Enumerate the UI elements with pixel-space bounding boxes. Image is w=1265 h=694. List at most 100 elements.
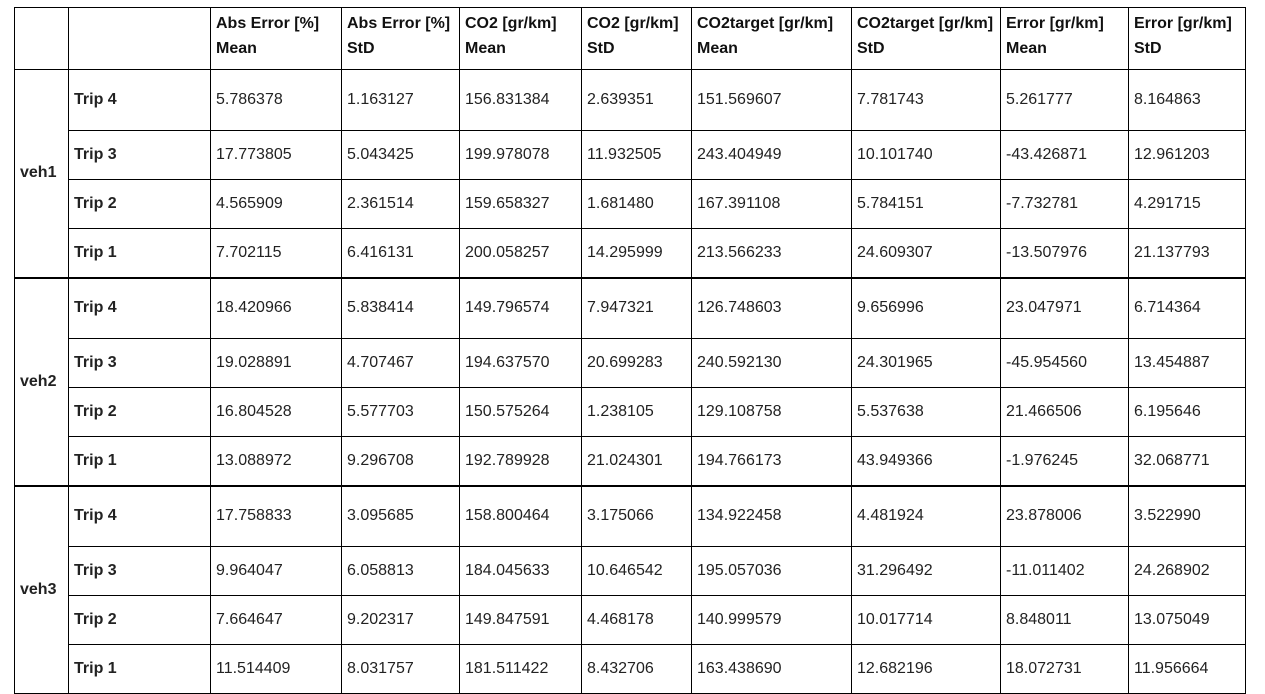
table-cell: 12.682196	[851, 644, 1001, 694]
table-cell: 243.404949	[691, 130, 852, 180]
vehicle-label: veh1	[14, 69, 69, 278]
table-cell: 12.961203	[1128, 130, 1246, 180]
trip-label: Trip 4	[68, 69, 211, 131]
table-cell: 21.024301	[581, 436, 692, 486]
table-cell: 181.511422	[459, 644, 582, 694]
table-row: Trip 2 4.565909 2.361514 159.658327 1.681480…	[15, 179, 1246, 229]
table-cell: 158.800464	[459, 484, 582, 547]
trip-label: Trip 4	[68, 484, 211, 547]
trip-label: Trip 4	[68, 276, 211, 339]
table-cell: 21.466506	[1000, 387, 1129, 437]
table-cell: 23.047971	[1000, 276, 1129, 339]
table-cell: 5.537638	[851, 387, 1001, 437]
table-cell: 9.202317	[341, 595, 460, 645]
table-cell: 8.848011	[1000, 595, 1129, 645]
trip-label: Trip 3	[68, 130, 211, 180]
table-cell: 149.847591	[459, 595, 582, 645]
header-abs-error-mean: Abs Error [%] Mean	[210, 7, 342, 70]
header-abs-error-std: Abs Error [%] StD	[341, 7, 460, 70]
header-co2target-mean: CO2target [gr/km] Mean	[691, 7, 852, 70]
table-cell: 16.804528	[210, 387, 342, 437]
table-cell: 163.438690	[691, 644, 852, 694]
table-cell: 18.072731	[1000, 644, 1129, 694]
table-cell: 18.420966	[210, 276, 342, 339]
vehicle-label: veh2	[14, 276, 69, 486]
table-cell: 151.569607	[691, 69, 852, 131]
table-cell: 3.175066	[581, 484, 692, 547]
table-body: veh1 Trip 4 5.786378 1.163127 156.831384 2.63…	[14, 69, 1246, 694]
table-cell: 8.031757	[341, 644, 460, 694]
table-cell: -7.732781	[1000, 179, 1129, 229]
table-cell: 4.707467	[341, 338, 460, 388]
trip-label: Trip 1	[68, 644, 211, 694]
table-cell: 126.748603	[691, 276, 852, 339]
header-trip	[68, 7, 211, 70]
table-cell: 5.261777	[1000, 69, 1129, 131]
table-cell: 32.068771	[1128, 436, 1246, 486]
table-cell: 21.137793	[1128, 228, 1246, 278]
table-cell: 1.681480	[581, 179, 692, 229]
trip-label: Trip 2	[68, 595, 211, 645]
table-cell: 1.163127	[341, 69, 460, 131]
table-cell: 134.922458	[691, 484, 852, 547]
table-cell: 5.577703	[341, 387, 460, 437]
table-cell: 7.702115	[210, 228, 342, 278]
table-cell: -11.011402	[1000, 546, 1129, 596]
table-cell: 4.468178	[581, 595, 692, 645]
vehicle-label: veh3	[14, 484, 69, 694]
table-cell: 5.838414	[341, 276, 460, 339]
table-cell: 8.164863	[1128, 69, 1246, 131]
table-cell: 129.108758	[691, 387, 852, 437]
table-cell: 8.432706	[581, 644, 692, 694]
table-cell: 4.481924	[851, 484, 1001, 547]
table-cell: 194.766173	[691, 436, 852, 486]
table-cell: 6.714364	[1128, 276, 1246, 339]
table-cell: 19.028891	[210, 338, 342, 388]
table-cell: 20.699283	[581, 338, 692, 388]
table-row: Trip 3 17.773805 5.043425 199.978078 11.9325…	[15, 130, 1246, 180]
header-error-std: Error [gr/km] StD	[1128, 7, 1246, 70]
table-cell: 195.057036	[691, 546, 852, 596]
table-cell: 5.786378	[210, 69, 342, 131]
table-row: Trip 1 13.088972 9.296708 192.789928 21.0243…	[15, 436, 1246, 486]
table-cell: -13.507976	[1000, 228, 1129, 278]
table-cell: 9.296708	[341, 436, 460, 486]
table-cell: 192.789928	[459, 436, 582, 486]
table-cell: 7.947321	[581, 276, 692, 339]
table-cell: 10.017714	[851, 595, 1001, 645]
table-cell: 159.658327	[459, 179, 582, 229]
header-co2target-std: CO2target [gr/km] StD	[851, 7, 1001, 70]
table-cell: -45.954560	[1000, 338, 1129, 388]
table-row: veh3 Trip 4 17.758833 3.095685 158.800464 3.1…	[14, 484, 1246, 694]
table-cell: 149.796574	[459, 276, 582, 339]
table-cell: 2.361514	[341, 179, 460, 229]
table-cell: 240.592130	[691, 338, 852, 388]
table-row: veh2 Trip 4 18.420966 5.838414 149.796574 7.9…	[14, 276, 1246, 486]
table-cell: 43.949366	[851, 436, 1001, 486]
table-row: veh1 Trip 4 5.786378 1.163127 156.831384 2.63…	[14, 69, 1246, 278]
header-error-mean: Error [gr/km] Mean	[1000, 7, 1129, 70]
header-co2-mean: CO2 [gr/km] Mean	[459, 7, 582, 70]
table-row: Trip 1 11.514409 8.031757 181.511422 8.43270…	[15, 644, 1246, 694]
table-cell: 156.831384	[459, 69, 582, 131]
table-row: Trip 1 7.702115 6.416131 200.058257 14.29599…	[15, 228, 1246, 278]
table-cell: 4.565909	[210, 179, 342, 229]
table-cell: 199.978078	[459, 130, 582, 180]
trip-label: Trip 1	[68, 436, 211, 486]
table-cell: 11.932505	[581, 130, 692, 180]
header-co2-std: CO2 [gr/km] StD	[581, 7, 692, 70]
table-cell: 213.566233	[691, 228, 852, 278]
header-row: Abs Error [%] Mean Abs Error [%] StD CO2…	[14, 7, 1246, 70]
trip-label: Trip 1	[68, 228, 211, 278]
table-cell: 1.238105	[581, 387, 692, 437]
table-cell: 200.058257	[459, 228, 582, 278]
table-cell: 5.784151	[851, 179, 1001, 229]
trip-label: Trip 2	[68, 179, 211, 229]
table-cell: 24.609307	[851, 228, 1001, 278]
trip-label: Trip 3	[68, 546, 211, 596]
table-row: Trip 3 19.028891 4.707467 194.637570 20.6992…	[15, 338, 1246, 388]
table-cell: 5.043425	[341, 130, 460, 180]
table-cell: 13.088972	[210, 436, 342, 486]
trip-label: Trip 3	[68, 338, 211, 388]
table-cell: 17.773805	[210, 130, 342, 180]
